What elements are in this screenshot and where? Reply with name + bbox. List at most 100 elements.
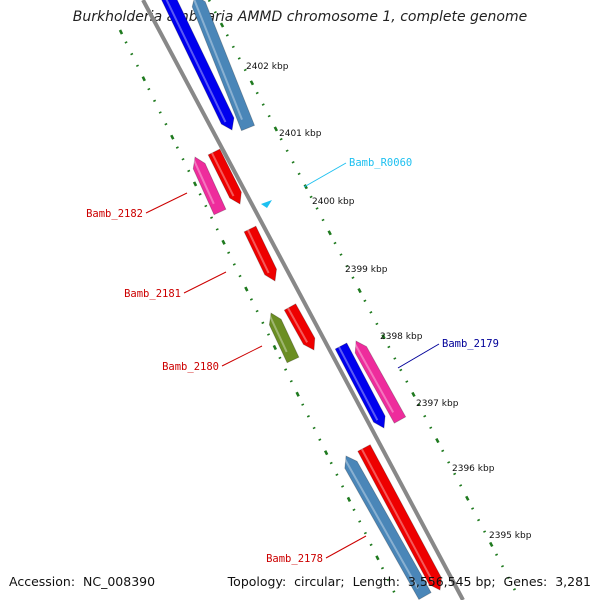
plus-strand-dot-track [279, 137, 283, 141]
plus-strand-dot-track [399, 368, 403, 372]
minus-strand-dot-track [244, 286, 249, 292]
gene-label-b2180: Bamb_2180 [162, 361, 219, 373]
minus-strand-dot-track [392, 590, 396, 593]
plus-strand-dot-track [219, 22, 225, 28]
plus-strand-dot-track [489, 541, 494, 548]
plus-strand-dot-track [483, 530, 487, 533]
gene-2182-neighbor [207, 148, 242, 205]
gene-bamb-2178-highlight [342, 456, 419, 589]
tick-label-2395-kbp: 2395 kbp [489, 531, 532, 541]
plus-strand-dot-track [225, 34, 229, 37]
gene-steelblue-top-shape [191, 0, 256, 132]
plus-strand-dot-track [429, 426, 433, 430]
plus-strand-dot-track [321, 218, 325, 222]
topology-value: circular; [294, 574, 349, 589]
plus-strand-dot-track [339, 253, 343, 256]
minus-strand-dot-track [153, 99, 157, 103]
gene-bamb-2179-highlight [353, 341, 395, 413]
gene-bamb-2180 [268, 312, 300, 364]
kbp-ticks: 2402 kbp 2401 kbp 2400 kbp 2399 kbp 2398 kbp… [246, 62, 532, 541]
plus-strand-dot-track [333, 241, 337, 245]
plus-strand-dot-track [375, 322, 379, 326]
minus-strand-dot-track [306, 415, 310, 418]
minus-strand-dot-track [124, 41, 128, 44]
minus-strand-dot-track [284, 368, 288, 371]
tick-label-2399-kbp: 2399 kbp [345, 265, 388, 275]
plus-strand-dot-track [495, 553, 499, 557]
plus-strand-dot-track [441, 449, 445, 453]
length-value: 3,556,545 bp; [407, 574, 500, 589]
gene-2178-neighbor-highlight [360, 448, 435, 583]
gene-2182-neighbor-highlight [211, 152, 235, 197]
minus-strand-dot-track [289, 379, 293, 383]
gene-bamb-2182-shape [192, 156, 227, 216]
gene-2178-neighbor-shape [357, 444, 442, 591]
gene-bamb-2182 [192, 156, 227, 216]
plus-strand-dot-track [465, 495, 470, 501]
gene-2179-neighbor [334, 342, 386, 429]
plus-strand-dot-track [405, 380, 409, 383]
sequence-backbone [141, 0, 465, 600]
genes-value: 3,281 [555, 574, 591, 589]
minus-strand-dot-track [147, 87, 151, 91]
minus-strand-dot-track [266, 333, 271, 336]
minus-strand-dot-track [187, 169, 191, 173]
plus-strand-dot-track [285, 149, 289, 153]
gene-2179-neighbor-highlight [338, 346, 379, 421]
gene-features [161, 0, 442, 600]
plus-strand-dot-track [357, 287, 362, 294]
accession-label: Accession: [9, 574, 80, 589]
plus-strand-dot-track [249, 80, 255, 86]
topology-label: Topology: [227, 574, 291, 589]
minus-strand-dot-track [312, 426, 316, 430]
plus-strand-dot-track [231, 45, 235, 49]
plus-strand-dot-track [243, 68, 247, 72]
minus-strand-dot-track [204, 204, 208, 208]
gene-bamb-2182-highlight [192, 157, 215, 205]
plus-strand-dot-track [207, 0, 211, 3]
minus-strand-dot-track [380, 566, 385, 570]
minus-strand-dot-track [158, 111, 162, 114]
plus-strand-dot-track [423, 414, 427, 418]
minus-strand-dot-track [352, 508, 356, 512]
minus-strand-dot-track [130, 52, 134, 56]
gene-blue-top-shape [161, 0, 235, 131]
minus-strand-dot-track [215, 228, 219, 231]
feature-track-dots [118, 0, 516, 593]
plus-strand-dot-track [297, 172, 301, 176]
minus-strand-dot-track [255, 309, 259, 313]
plus-strand-dot-track [267, 114, 271, 118]
gene-bamb-2180-highlight [268, 313, 288, 353]
tick-label-2396-kbp: 2396 kbp [452, 464, 495, 474]
leader-line-b2178 [325, 535, 367, 559]
plus-strand-dot-track [512, 588, 516, 591]
plus-strand-dot-track [351, 276, 355, 280]
gene-steelblue-top [191, 0, 256, 132]
gene-bamb-2179-shape [354, 340, 407, 424]
plus-strand-dot-track [303, 184, 308, 190]
plus-strand-dot-track [435, 437, 440, 444]
plus-strand-dot-track [447, 461, 451, 464]
plus-strand-dot-track [255, 91, 259, 95]
tick-label-2397-kbp: 2397 kbp [416, 399, 459, 409]
gene-bamb-2178 [342, 455, 432, 600]
gene-label-b2181: Bamb_2181 [124, 288, 181, 300]
minus-strand-dot-track [346, 496, 352, 502]
tick-label-2398-kbp: 2398 kbp [380, 332, 423, 342]
minus-strand-dot-track [227, 251, 231, 255]
gene-2180-neighbor [283, 303, 316, 351]
plus-strand-dot-track [369, 311, 373, 314]
leader-line-b2182 [145, 192, 188, 214]
gene-bamb-2181 [243, 225, 277, 282]
minus-strand-dot-track [135, 64, 139, 68]
minus-strand-dot-track [301, 403, 305, 406]
gene-label-r0060: Bamb_R0060 [349, 157, 412, 169]
gene-label-b2182: Bamb_2182 [86, 208, 143, 220]
minus-strand-dot-track [164, 122, 168, 126]
plus-strand-dot-track [273, 126, 279, 132]
plus-strand-dot-track [309, 195, 313, 199]
plus-strand-dot-track [327, 230, 332, 236]
gene-bamb-2181-shape [243, 225, 277, 282]
minus-strand-dot-track [118, 29, 124, 35]
tick-label-2401-kbp: 2401 kbp [279, 129, 322, 139]
